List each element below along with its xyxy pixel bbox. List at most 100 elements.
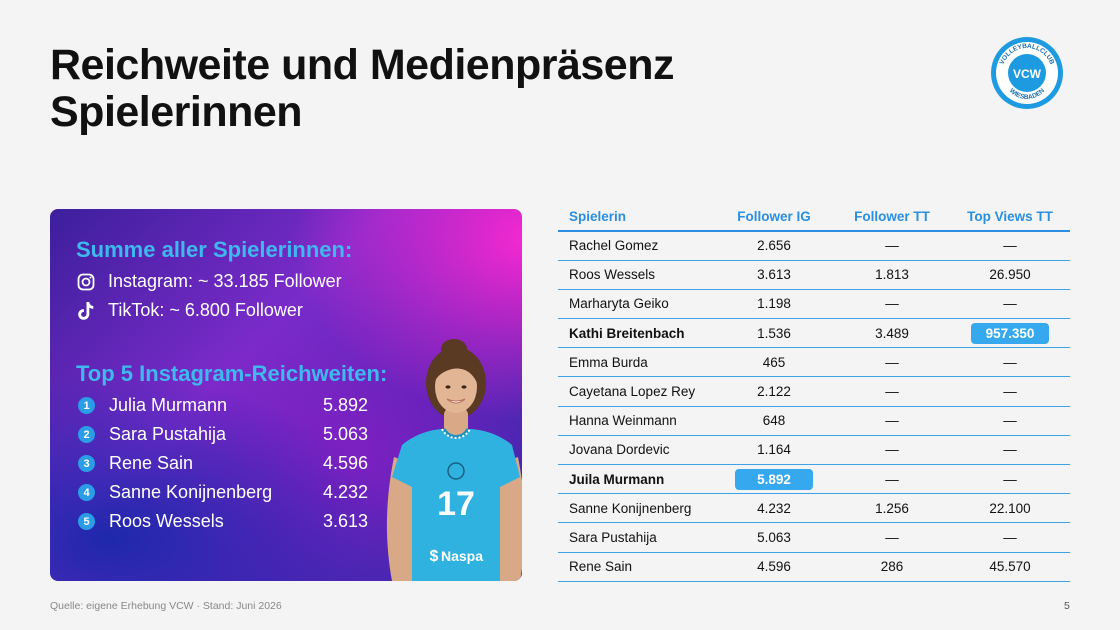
table-row: Rachel Gomez 2.656 — — <box>558 231 1070 261</box>
cell-name: Cayetana Lopez Rey <box>558 376 714 407</box>
cell-views: — <box>950 347 1070 378</box>
cell-tt: 286 <box>834 552 950 582</box>
cell-tt: — <box>834 289 950 320</box>
col-header-ig: Follower IG <box>714 202 834 232</box>
cell-views: — <box>950 231 1070 261</box>
cell-tt: 1.256 <box>834 493 950 524</box>
table-row: Roos Wessels 3.613 1.813 26.950 <box>558 260 1070 290</box>
cell-views: — <box>950 464 1070 495</box>
col-header-name: Spielerin <box>558 202 714 232</box>
col-header-views: Top Views TT <box>950 202 1070 232</box>
col-header-tt: Follower TT <box>834 202 950 232</box>
source-note: Quelle: eigene Erhebung VCW · Stand: Jun… <box>50 600 282 612</box>
cell-tt: 1.813 <box>834 260 950 290</box>
instagram-total: Instagram: ~ 33.185 Follower <box>76 271 342 292</box>
cell-name: Rene Sain <box>558 552 714 582</box>
cell-ig: 648 <box>714 406 834 436</box>
table-header-row: Spielerin Follower IG Follower TT Top Vi… <box>558 202 1070 232</box>
svg-text:$: $ <box>430 548 439 565</box>
vcw-logo: VOLLEYBALLCLUB WIESBADEN VCW <box>991 37 1063 109</box>
page-number: 5 <box>1064 600 1070 612</box>
cell-name: Sara Pustahija <box>558 522 714 553</box>
top5-value: 4.232 <box>322 482 368 502</box>
instagram-total-text: Instagram: ~ 33.185 Follower <box>108 271 342 291</box>
cell-views: — <box>950 376 1070 407</box>
tiktok-total-text: TikTok: ~ 6.800 Follower <box>108 300 303 320</box>
cell-tt: — <box>834 376 950 407</box>
highlight-badge: 5.892 <box>735 468 813 490</box>
jersey-sponsor: Naspa <box>441 548 483 564</box>
top5-item: 2 Sara Pustahija 5.063 <box>78 424 368 445</box>
cell-name: Roos Wessels <box>558 260 714 290</box>
rank-badge: 2 <box>78 426 95 443</box>
table-row: Emma Burda 465 — — <box>558 347 1070 378</box>
cell-views: — <box>950 435 1070 466</box>
top5-name: Julia Murmann <box>109 395 228 415</box>
rank-badge: 3 <box>78 455 95 472</box>
cell-ig: 2.122 <box>714 376 834 407</box>
table-row-highlighted: Juila Murmann 5.892 — — <box>558 464 1070 495</box>
cell-tt: — <box>834 435 950 466</box>
table-row: Hanna Weinmann 648 — — <box>558 406 1070 436</box>
cell-name: Juila Murmann <box>558 464 714 495</box>
cell-views: — <box>950 522 1070 553</box>
tiktok-icon <box>76 301 96 321</box>
page-title-line2: Spielerinnen <box>50 88 303 136</box>
table-row: Sanne Konijnenberg 4.232 1.256 22.100 <box>558 493 1070 524</box>
cell-views: 26.950 <box>950 260 1070 290</box>
cell-ig: 4.596 <box>714 552 834 582</box>
cell-ig: 5.892 <box>714 464 834 495</box>
top5-item: 3 Rene Sain 4.596 <box>78 453 368 474</box>
rank-badge: 4 <box>78 484 95 501</box>
cell-tt: — <box>834 464 950 495</box>
top5-name: Rene Sain <box>109 453 194 473</box>
top5-name: Sara Pustahija <box>109 424 227 444</box>
cell-views: — <box>950 289 1070 320</box>
cell-tt: — <box>834 231 950 261</box>
top5-value: 5.892 <box>322 395 368 415</box>
cell-ig: 4.232 <box>714 493 834 524</box>
table-row: Sara Pustahija 5.063 — — <box>558 522 1070 553</box>
cell-name: Marharyta Geiko <box>558 289 714 320</box>
highlight-badge: 957.350 <box>971 322 1049 344</box>
cell-tt: — <box>834 406 950 436</box>
table-row: Marharyta Geiko 1.198 — — <box>558 289 1070 320</box>
top5-name: Sanne Konijnenberg <box>109 482 273 502</box>
summary-heading: Summe aller Spielerinnen: <box>76 237 353 262</box>
cell-name: Rachel Gomez <box>558 231 714 261</box>
cell-name: Hanna Weinmann <box>558 406 714 436</box>
table-row: Cayetana Lopez Rey 2.122 — — <box>558 376 1070 407</box>
top5-name: Roos Wessels <box>109 511 224 531</box>
logo-center-text: VCW <box>1013 67 1042 81</box>
rank-badge: 1 <box>78 397 95 414</box>
top5-value: 3.613 <box>322 511 368 531</box>
cell-ig: 5.063 <box>714 522 834 553</box>
top5-value: 5.063 <box>322 424 368 444</box>
table-row-highlighted: Kathi Breitenbach 1.536 3.489 957.350 <box>558 318 1070 349</box>
cell-tt: — <box>834 522 950 553</box>
player-stats-table: Spielerin Follower IG Follower TT Top Vi… <box>558 202 1070 582</box>
table-row: Rene Sain 4.596 286 45.570 <box>558 552 1070 582</box>
cell-name: Jovana Dordevic <box>558 435 714 466</box>
cell-tt: — <box>834 347 950 378</box>
table-row: Jovana Dordevic 1.164 — — <box>558 435 1070 466</box>
jersey-number: 17 <box>437 485 475 523</box>
cell-ig: 465 <box>714 347 834 378</box>
summary-card: Summe aller Spielerinnen: Instagram: ~ 3… <box>50 209 522 581</box>
cell-views: — <box>950 406 1070 436</box>
page-title: Reichweite und Medienpräsenz Spielerinne… <box>50 42 674 136</box>
tiktok-total: TikTok: ~ 6.800 Follower <box>76 300 303 321</box>
cell-ig: 1.198 <box>714 289 834 320</box>
cell-ig: 2.656 <box>714 231 834 261</box>
cell-name: Sanne Konijnenberg <box>558 493 714 524</box>
cell-views: 45.570 <box>950 552 1070 582</box>
cell-ig: 1.164 <box>714 435 834 466</box>
cell-ig: 1.536 <box>714 318 834 349</box>
top5-item: 1 Julia Murmann 5.892 <box>78 395 368 416</box>
top5-item: 4 Sanne Konijnenberg 4.232 <box>78 482 368 503</box>
page-title-line1: Reichweite und Medienpräsenz <box>50 41 674 89</box>
top5-item: 5 Roos Wessels 3.613 <box>78 511 368 532</box>
cell-tt: 3.489 <box>834 318 950 349</box>
cell-name: Kathi Breitenbach <box>558 318 714 349</box>
top5-heading: Top 5 Instagram-Reichweiten: <box>76 361 388 386</box>
